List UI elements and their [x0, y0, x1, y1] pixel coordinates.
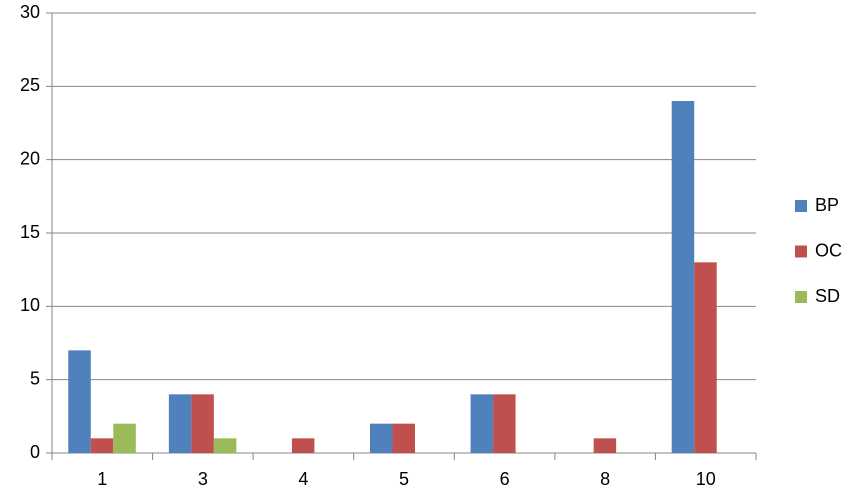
legend-swatch: [795, 291, 807, 303]
bar: [213, 438, 237, 453]
bar: [694, 262, 717, 453]
legend-label: OC: [815, 240, 842, 260]
x-tick-label: 3: [198, 469, 208, 489]
bar: [113, 423, 136, 453]
bar: [370, 423, 393, 453]
bar: [168, 394, 192, 453]
x-tick-label: 10: [696, 469, 716, 489]
bar: [493, 394, 516, 453]
bar: [90, 438, 114, 453]
x-tick-label: 6: [500, 469, 510, 489]
y-tick-label: 25: [20, 75, 40, 95]
y-tick-label: 0: [30, 442, 40, 462]
bar: [291, 438, 315, 453]
legend-swatch: [795, 245, 807, 258]
bar: [470, 394, 494, 453]
x-tick-label: 4: [298, 469, 308, 489]
bar: [68, 350, 91, 453]
y-tick-label: 20: [20, 148, 40, 168]
legend-label: SD: [815, 286, 840, 306]
x-tick-label: 5: [399, 469, 409, 489]
legend-label: BP: [815, 195, 839, 215]
y-tick-label: 10: [20, 295, 40, 315]
bar: [593, 438, 617, 453]
bar: [191, 394, 214, 453]
x-tick-label: 1: [97, 469, 107, 489]
bar: [392, 423, 415, 453]
legend-swatch: [795, 200, 807, 212]
y-tick-label: 15: [20, 222, 40, 242]
y-tick-label: 30: [20, 2, 40, 22]
bar: [671, 101, 695, 453]
x-tick-label: 8: [600, 469, 610, 489]
y-tick-label: 5: [30, 368, 40, 388]
